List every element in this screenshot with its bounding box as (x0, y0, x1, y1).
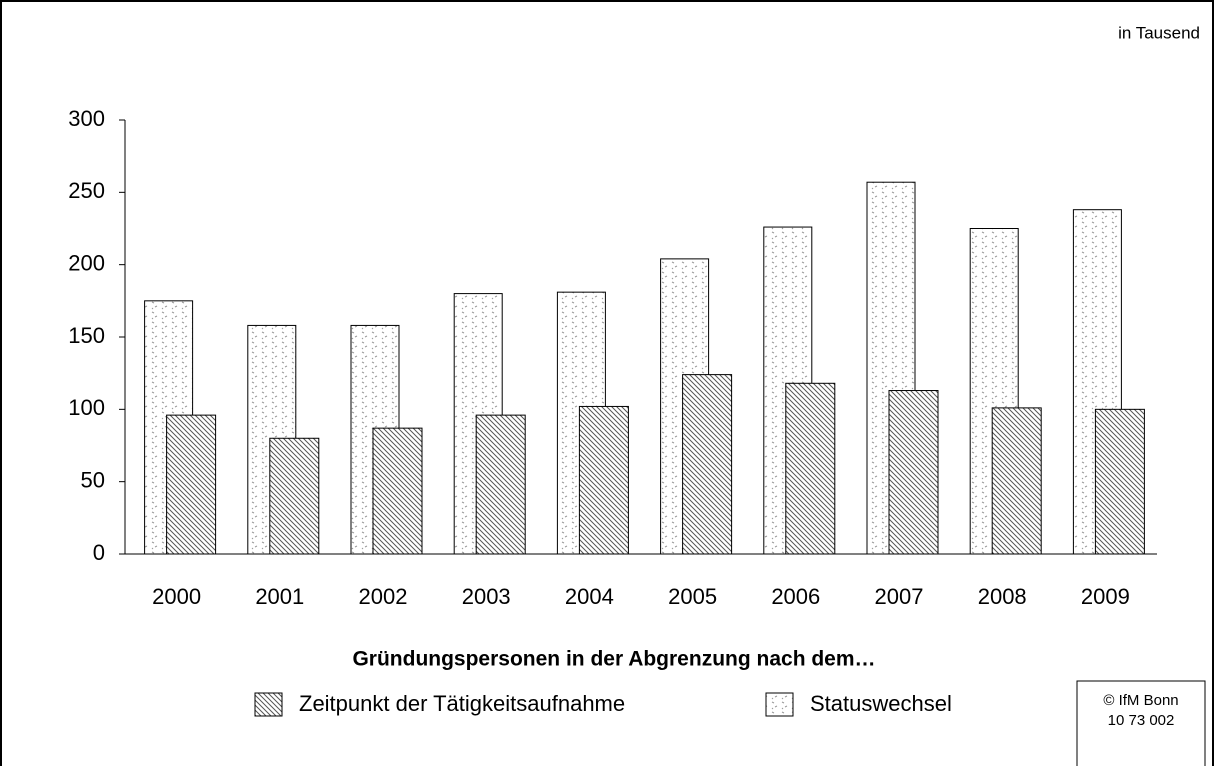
y-tick-label: 0 (93, 540, 105, 565)
x-tick-label: 2005 (668, 584, 717, 609)
source-box (1076, 680, 1206, 766)
x-tick-label: 2004 (565, 584, 614, 609)
bar (578, 405, 629, 555)
legend-label: Zeitpunkt der Tätigkeitsaufnahme (299, 691, 625, 716)
bar (166, 414, 217, 555)
x-tick-label: 2009 (1081, 584, 1130, 609)
legend-swatch (765, 692, 794, 717)
x-tick-label: 2003 (462, 584, 511, 609)
source-line: © IfM Bonn (1103, 692, 1178, 709)
y-tick-label: 50 (81, 467, 105, 492)
y-tick-label: 200 (68, 250, 105, 275)
y-tick-label: 300 (68, 106, 105, 131)
y-tick-label: 100 (68, 395, 105, 420)
y-tick-label: 150 (68, 323, 105, 348)
x-tick-label: 2000 (152, 584, 201, 609)
bar (269, 437, 320, 555)
legend-label: Statuswechsel (810, 691, 952, 716)
x-tick-label: 2002 (359, 584, 408, 609)
bar (785, 382, 836, 555)
x-tick-label: 2008 (978, 584, 1027, 609)
bar (991, 407, 1042, 555)
x-tick-label: 2006 (771, 584, 820, 609)
bar (888, 390, 939, 555)
bar (372, 427, 423, 555)
x-axis-title: Gründungspersonen in der Abgrenzung nach… (352, 648, 875, 671)
legend-swatch (254, 692, 283, 717)
x-tick-label: 2001 (255, 584, 304, 609)
source-line: 10 73 002 (1108, 712, 1175, 729)
x-tick-label: 2007 (875, 584, 924, 609)
bar (475, 414, 526, 555)
y-tick-label: 250 (68, 178, 105, 203)
bar (682, 374, 733, 555)
unit-note: in Tausend (1118, 23, 1200, 42)
bar (1094, 408, 1145, 555)
